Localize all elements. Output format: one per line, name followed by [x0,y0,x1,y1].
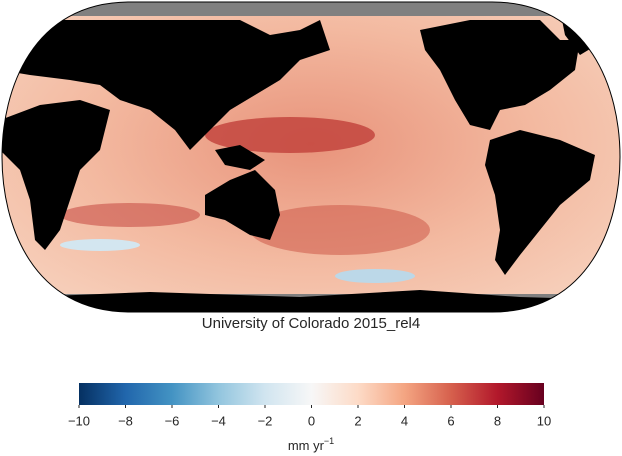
colorbar-tick-label: −2 [258,413,273,428]
colorbar [79,383,544,405]
colorbar-tick-label: −10 [68,413,90,428]
colorbar-tick-label: 4 [401,413,408,428]
map [2,2,620,312]
colorbar-label-text: mm yr [288,438,325,453]
low-rise-patch [60,239,140,251]
colorbar-tick-label: 8 [494,413,501,428]
low-rise-patch [335,269,415,283]
colorbar-tick-label: 0 [308,413,315,428]
colorbar-tick-label: 2 [354,413,361,428]
map-outline [1,1,621,313]
colorbar-tick-label: −6 [165,413,180,428]
colorbar-tick-label: 6 [447,413,454,428]
colorbar-label-sup: −1 [324,436,334,446]
no-data [2,2,620,16]
colorbar-tick-label: 10 [537,413,551,428]
colorbar-tick-label: −8 [118,413,133,428]
colorbar-tick-label: −4 [211,413,226,428]
high-rise-band [250,205,430,255]
high-rise-band [205,117,375,153]
high-rise-band [60,203,200,227]
map-title: University of Colorado 2015_rel4 [202,315,420,332]
colorbar-label: mm yr−1 [288,436,334,453]
land [2,10,620,312]
